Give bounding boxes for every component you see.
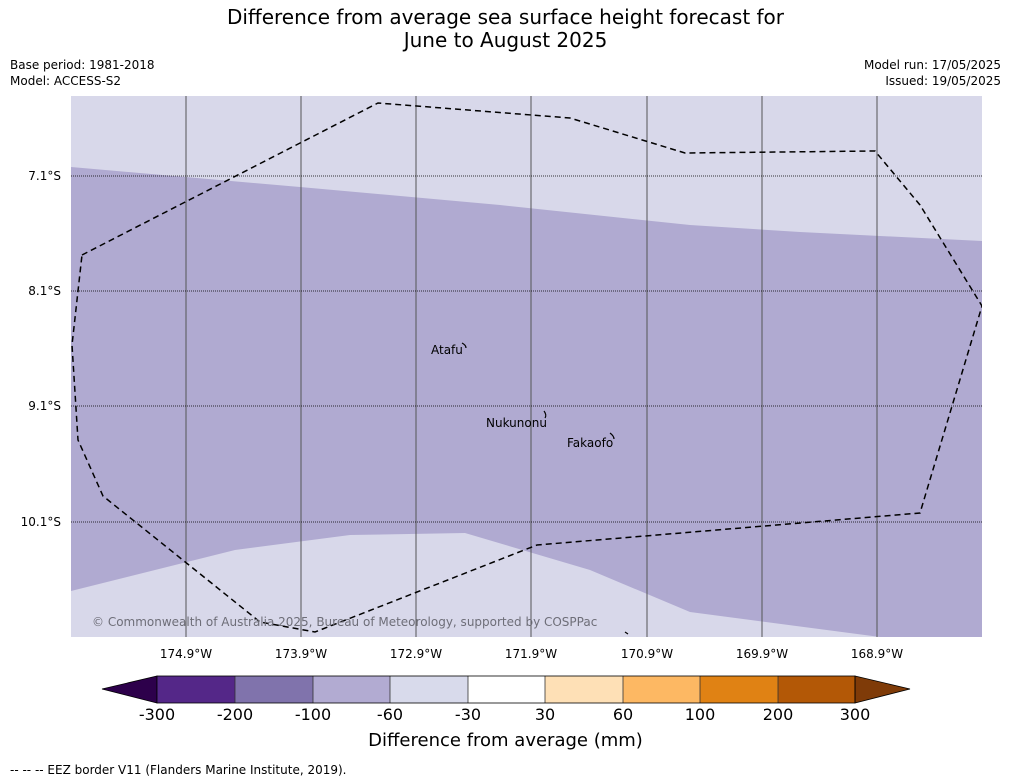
colorbar-segment	[157, 676, 235, 703]
swains-island	[624, 631, 629, 635]
island-shapes	[461, 342, 629, 635]
colorbar-segment	[313, 676, 390, 703]
nukunonu-island	[543, 410, 547, 419]
colorbar-tick-label: -30	[454, 705, 482, 724]
title-line-1: Difference from average sea surface heig…	[226, 5, 785, 29]
fakaofo-island	[609, 432, 615, 440]
lon-label: 169.9°W	[735, 647, 789, 661]
lon-label: 171.9°W	[504, 647, 558, 661]
colorbar-tick-label: 100	[684, 705, 716, 724]
colorbar-segment	[778, 676, 855, 703]
lon-label: 170.9°W	[620, 647, 674, 661]
colorbar-high-extension	[854, 675, 911, 704]
place-label-nukunonu: Nukunonu	[486, 416, 547, 430]
colorbar-segment	[545, 676, 623, 703]
colorbar-segment	[623, 676, 700, 703]
lat-label: 8.1°S	[28, 284, 61, 298]
lat-label: 7.1°S	[28, 169, 61, 183]
colorbar-tick-label: 300	[839, 705, 871, 724]
map-title: Difference from average sea surface heig…	[0, 6, 1011, 52]
base-period: Base period: 1981-2018	[10, 58, 155, 72]
colorbar-low-extension	[101, 675, 158, 704]
colorbar-tick-label: -100	[294, 705, 332, 724]
right-metadata: Model run: 17/05/2025 Issued: 19/05/2025	[864, 57, 1001, 89]
colorbar-segment	[700, 676, 778, 703]
colorbar-outline	[156, 675, 856, 704]
lon-label: 173.9°W	[274, 647, 328, 661]
lon-label: 174.9°W	[159, 647, 213, 661]
issued-date: Issued: 19/05/2025	[885, 74, 1001, 88]
copyright-notice: © Commonwealth of Australia 2025, Bureau…	[92, 615, 597, 629]
colorbar-tick-label: 200	[762, 705, 794, 724]
lat-label: 9.1°S	[28, 399, 61, 413]
place-label-fakaofo: Fakaofo	[567, 436, 613, 450]
colorbar-tick-label: -200	[216, 705, 254, 724]
colorbar-tick-label: -300	[138, 705, 176, 724]
eez-legend-footer: -- -- -- EEZ border V11 (Flanders Marine…	[10, 763, 347, 777]
title-line-2: June to August 2025	[403, 28, 608, 52]
colorbar-dividers	[234, 676, 779, 703]
colorbar-tick-label: 30	[534, 705, 556, 724]
map-area: Atafu Nukunonu Fakaofo © Commonwealth of…	[71, 96, 982, 637]
lon-label: 172.9°W	[389, 647, 443, 661]
lon-label: 168.9°W	[850, 647, 904, 661]
model-name: Model: ACCESS-S2	[10, 74, 122, 88]
place-label-atafu: Atafu	[431, 343, 463, 357]
atafu-island	[461, 342, 467, 349]
colorbar	[101, 675, 911, 704]
lat-label: 10.1°S	[20, 515, 61, 529]
eez-border	[71, 102, 982, 633]
colorbar-segment	[390, 676, 468, 703]
colorbar-label: Difference from average (mm)	[368, 730, 643, 751]
colorbar-segment	[468, 676, 545, 703]
model-run: Model run: 17/05/2025	[863, 58, 1001, 72]
colorbar-tick-label: -60	[376, 705, 404, 724]
colorbar-segment	[235, 676, 313, 703]
colorbar-tick-label: 60	[612, 705, 634, 724]
left-metadata: Base period: 1981-2018 Model: ACCESS-S2	[10, 57, 155, 89]
meridians	[185, 96, 878, 637]
anomaly-band-medium	[71, 167, 982, 637]
